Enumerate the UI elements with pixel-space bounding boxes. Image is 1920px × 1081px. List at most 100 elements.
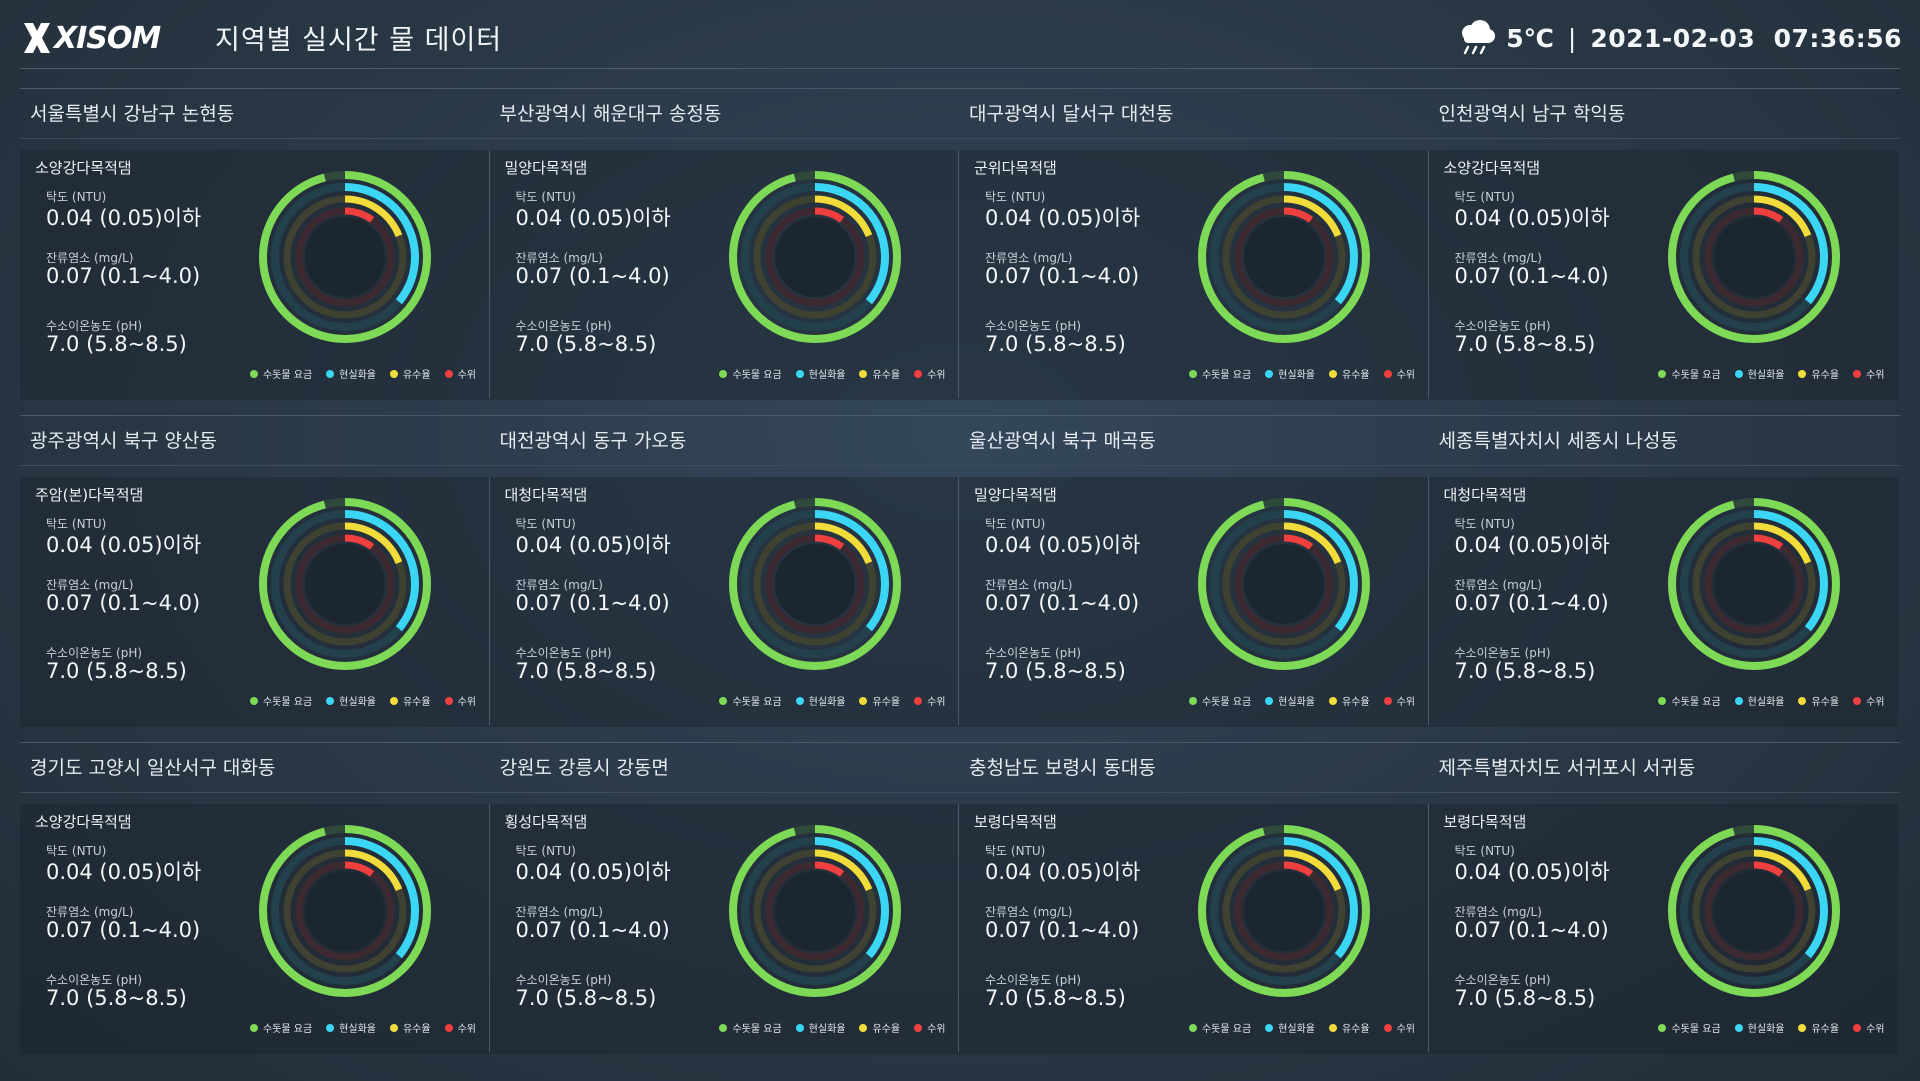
chlorine-label: 잔류염소 (mg/L)	[985, 251, 1073, 265]
legend-item: 수돗물 요금	[1658, 1020, 1721, 1035]
dam-name: 밀양다목적댐	[974, 486, 1057, 504]
legend-label: 수돗물 요금	[1201, 697, 1252, 708]
legend-label: 현실화율	[339, 370, 376, 381]
legend-label: 수위	[457, 1024, 476, 1035]
dam-name: 밀양다목적댐	[504, 159, 588, 177]
legend-dot	[914, 696, 923, 705]
region-card[interactable]: 제주특별자치도 서귀포시 서귀동 보령다목적댐 탁도 (NTU) 0.04 (0…	[1427, 742, 1899, 1057]
legend-item: 수위	[1853, 366, 1885, 381]
legend-item: 수위	[1383, 1020, 1415, 1035]
legend-dot	[1328, 696, 1337, 705]
gauge-legend: 수돗물 요금 현실화율 유수율 수위	[1644, 366, 1885, 381]
legend-label: 수위	[1396, 370, 1415, 381]
legend-label: 수위	[457, 697, 476, 708]
region-card[interactable]: 부산광역시 해운대구 송정동 밀양다목적댐 탁도 (NTU) 0.04 (0.0…	[488, 88, 960, 403]
ring-gauge	[1198, 171, 1370, 343]
legend-item: 현실화율	[1265, 693, 1315, 708]
ring-arc-수위	[1704, 861, 1803, 961]
ring-gauge	[1198, 825, 1370, 997]
legend-label: 현실화율	[339, 697, 376, 708]
region-card[interactable]: 광주광역시 북구 양산동 주암(본)다목적댐 탁도 (NTU) 0.04 (0.…	[20, 415, 490, 730]
ring-arc-유수율	[753, 849, 876, 973]
ring-arc-현실화율	[1679, 183, 1828, 331]
ring-arc-수돗물 요금	[259, 825, 431, 997]
legend-label: 현실화율	[808, 1024, 846, 1035]
ph-value: 7.0 (5.8~8.5)	[515, 659, 657, 683]
ph-value: 7.0 (5.8~8.5)	[985, 659, 1126, 683]
legend-item: 유수율	[389, 366, 431, 381]
ph-value: 7.0 (5.8~8.5)	[1454, 332, 1596, 356]
ring-arc-현실화율	[740, 510, 889, 658]
legend-item: 현실화율	[795, 1020, 846, 1035]
ring-arc-현실화율	[271, 183, 419, 331]
legend-item: 수돗물 요금	[1188, 1020, 1251, 1035]
legend-dot	[1383, 369, 1392, 378]
turbidity-value: 0.04 (0.05)이하	[985, 860, 1141, 884]
legend-dot	[249, 1023, 258, 1032]
turbidity-label: 탁도 (NTU)	[1454, 844, 1515, 858]
region-title: 충청남도 보령시 동대동	[969, 757, 1156, 779]
region-card[interactable]: 충청남도 보령시 동대동 보령다목적댐 탁도 (NTU) 0.04 (0.05)…	[958, 742, 1429, 1057]
legend-item: 수돗물 요금	[249, 366, 312, 381]
dam-name: 대청다목적댐	[1443, 486, 1527, 504]
legend-item: 수위	[914, 693, 946, 708]
region-title: 부산광역시 해운대구 송정동	[499, 103, 722, 125]
turbidity-label: 탁도 (NTU)	[515, 517, 576, 531]
turbidity-value: 0.04 (0.05)이하	[1454, 206, 1610, 230]
legend-label: 유수율	[1811, 370, 1840, 381]
turbidity-value: 0.04 (0.05)이하	[985, 533, 1141, 557]
ring-arc-수위	[295, 534, 395, 634]
gauge-legend: 수돗물 요금 현실화율 유수율 수위	[1175, 366, 1415, 381]
ph-label: 수소이온농도 (pH)	[1454, 319, 1551, 333]
region-card[interactable]: 울산광역시 북구 매곡동 밀양다목적댐 탁도 (NTU) 0.04 (0.05)…	[958, 415, 1429, 730]
region-card[interactable]: 서울특별시 강남구 논현동 소양강다목적댐 탁도 (NTU) 0.04 (0.0…	[20, 88, 490, 403]
legend-dot	[1658, 369, 1667, 378]
xisom-logo[interactable]: XISOM	[20, 18, 161, 58]
legend-dot	[1853, 696, 1862, 705]
region-title: 광주광역시 북구 양산동	[30, 430, 217, 452]
cloud-rain-icon	[1462, 20, 1496, 55]
turbidity-value: 0.04 (0.05)이하	[46, 206, 202, 230]
ring-arc-수돗물 요금	[728, 498, 901, 670]
legend-item: 현실화율	[795, 366, 845, 381]
turbidity-label: 탁도 (NTU)	[46, 190, 107, 204]
ring-arc-현실화율	[1679, 510, 1828, 658]
legend-dot	[1853, 369, 1862, 378]
region-card[interactable]: 인천광역시 남구 학익동 소양강다목적댐 탁도 (NTU) 0.04 (0.05…	[1427, 88, 1899, 403]
region-row: 경기도 고양시 일산서구 대화동 소양강다목적댐 탁도 (NTU) 0.04 (…	[20, 742, 1900, 1069]
ring-arc-유수율	[753, 195, 876, 319]
legend-label: 수위	[1866, 370, 1885, 381]
region-card[interactable]: 경기도 고양시 일산서구 대화동 소양강다목적댐 탁도 (NTU) 0.04 (…	[20, 742, 490, 1057]
ring-gauge	[259, 171, 431, 343]
legend-item: 유수율	[389, 1020, 431, 1035]
legend-item: 수돗물 요금	[1658, 366, 1721, 381]
ring-arc-수돗물 요금	[1198, 171, 1370, 343]
ring-arc-현실화율	[1210, 183, 1358, 331]
ph-label: 수소이온농도 (pH)	[515, 646, 612, 660]
chlorine-label: 잔류염소 (mg/L)	[985, 578, 1073, 592]
ring-gauge	[259, 498, 431, 670]
region-title: 대구광역시 달서구 대천동	[969, 103, 1174, 125]
region-card[interactable]: 세종특별자치시 세종시 나성동 대청다목적댐 탁도 (NTU) 0.04 (0.…	[1427, 415, 1899, 730]
legend-item: 현실화율	[326, 366, 376, 381]
legend-label: 유수율	[872, 370, 901, 381]
legend-label: 유수율	[1811, 1024, 1840, 1035]
legend-item: 수위	[1383, 366, 1415, 381]
card-divider	[1427, 150, 1429, 398]
ring-arc-유수율	[1222, 195, 1346, 319]
legend-item: 유수율	[1328, 366, 1370, 381]
region-card[interactable]: 대구광역시 달서구 대천동 군위다목적댐 탁도 (NTU) 0.04 (0.05…	[958, 88, 1429, 403]
ring-arc-수위	[765, 207, 864, 307]
ring-arc-유수율	[1222, 522, 1346, 646]
legend-label: 수위	[927, 1024, 946, 1035]
region-card[interactable]: 대전광역시 동구 가오동 대청다목적댐 탁도 (NTU) 0.04 (0.05)…	[488, 415, 960, 730]
ring-center	[774, 871, 855, 951]
chlorine-value: 0.07 (0.1~4.0)	[985, 918, 1140, 942]
legend-dot	[719, 369, 728, 378]
legend-label: 수돗물 요금	[1201, 370, 1252, 381]
chlorine-label: 잔류염소 (mg/L)	[46, 578, 134, 592]
region-card[interactable]: 강원도 강릉시 강동면 횡성다목적댐 탁도 (NTU) 0.04 (0.05)이…	[488, 742, 960, 1057]
ph-value: 7.0 (5.8~8.5)	[46, 659, 187, 683]
ph-value: 7.0 (5.8~8.5)	[46, 986, 187, 1010]
legend-dot	[1734, 1023, 1743, 1032]
